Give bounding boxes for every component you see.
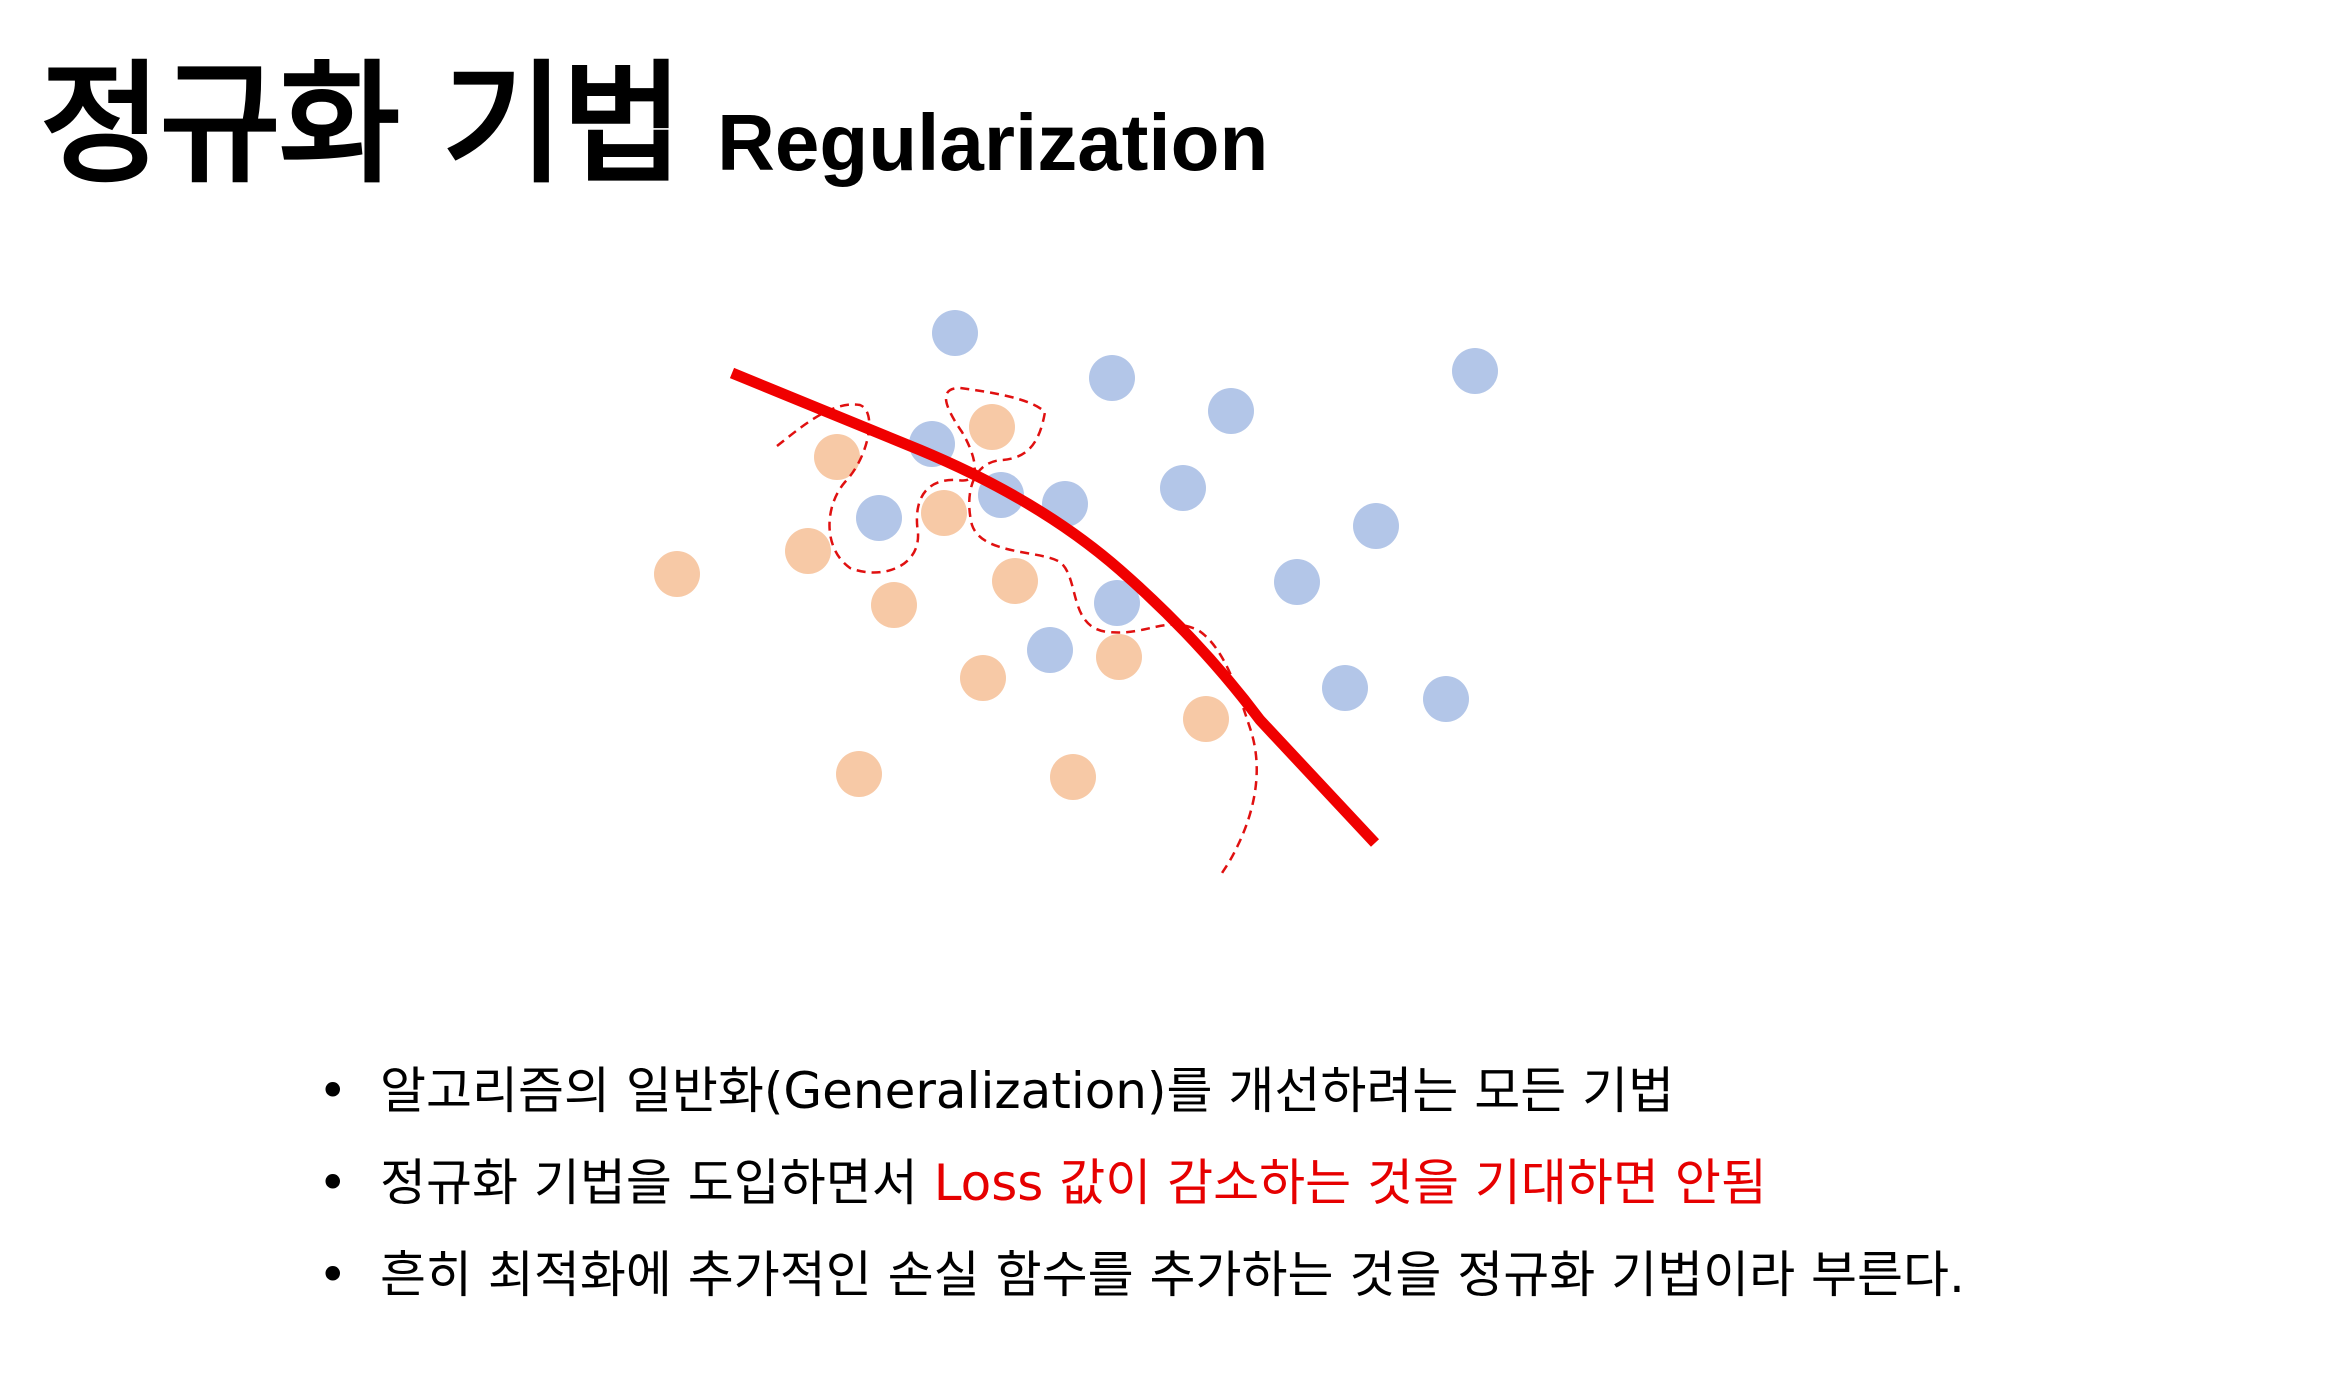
data-point-blue <box>1208 388 1254 434</box>
title-english: Regularization <box>717 98 1269 187</box>
data-point-orange <box>654 551 700 597</box>
bullet-item-2: • 정규화 기법을 도입하면서 Loss 값이 감소하는 것을 기대하면 안됨 <box>318 1137 1965 1229</box>
regularized-decision-boundary <box>729 367 1380 847</box>
data-point-orange <box>969 404 1015 450</box>
data-point-orange <box>1096 634 1142 680</box>
data-point-orange <box>785 528 831 574</box>
bullet-marker: • <box>318 1154 348 1212</box>
data-point-blue <box>1423 676 1469 722</box>
data-point-orange <box>814 434 860 480</box>
bullet-item-3: • 흔히 최적화에 추가적인 손실 함수를 추가하는 것을 정규화 기법이라 부… <box>318 1229 1965 1321</box>
bullet-text: 정규화 기법을 도입하면서 <box>380 1154 934 1212</box>
data-point-blue <box>932 310 978 356</box>
title-korean: 정규화 기법 <box>40 48 683 202</box>
data-point-blue <box>1160 465 1206 511</box>
data-point-orange <box>960 655 1006 701</box>
data-point-blue <box>1452 348 1498 394</box>
data-point-orange <box>1183 696 1229 742</box>
data-point-blue <box>1353 503 1399 549</box>
bullet-highlight-text: Loss 값이 감소하는 것을 기대하면 안됨 <box>933 1154 1767 1212</box>
data-point-orange <box>992 558 1038 604</box>
overfit-decision-boundary <box>776 386 1258 874</box>
data-point-blue <box>1322 665 1368 711</box>
bullet-text: 흔히 최적화에 추가적인 손실 함수를 추가하는 것을 정규화 기법이라 부른다… <box>380 1246 1965 1304</box>
bullet-marker: • <box>318 1062 348 1120</box>
data-point-blue <box>1274 559 1320 605</box>
bullet-list: • 알고리즘의 일반화(Generalization)를 개선하려는 모든 기법… <box>318 1045 1965 1321</box>
slide-title: 정규화 기법 Regularization <box>40 18 1268 209</box>
bullet-text: 알고리즘의 일반화(Generalization)를 개선하려는 모든 기법 <box>380 1062 1675 1120</box>
data-point-orange <box>1050 754 1096 800</box>
data-point-blue <box>1089 355 1135 401</box>
data-point-orange <box>921 490 967 536</box>
bullet-marker: • <box>318 1246 348 1304</box>
data-point-blue <box>1094 580 1140 626</box>
data-point-blue <box>856 495 902 541</box>
data-point-orange <box>871 582 917 628</box>
data-point-blue <box>1027 627 1073 673</box>
data-point-orange <box>836 751 882 797</box>
bullet-item-1: • 알고리즘의 일반화(Generalization)를 개선하려는 모든 기법 <box>318 1045 1965 1137</box>
class-b-points <box>654 404 1229 800</box>
